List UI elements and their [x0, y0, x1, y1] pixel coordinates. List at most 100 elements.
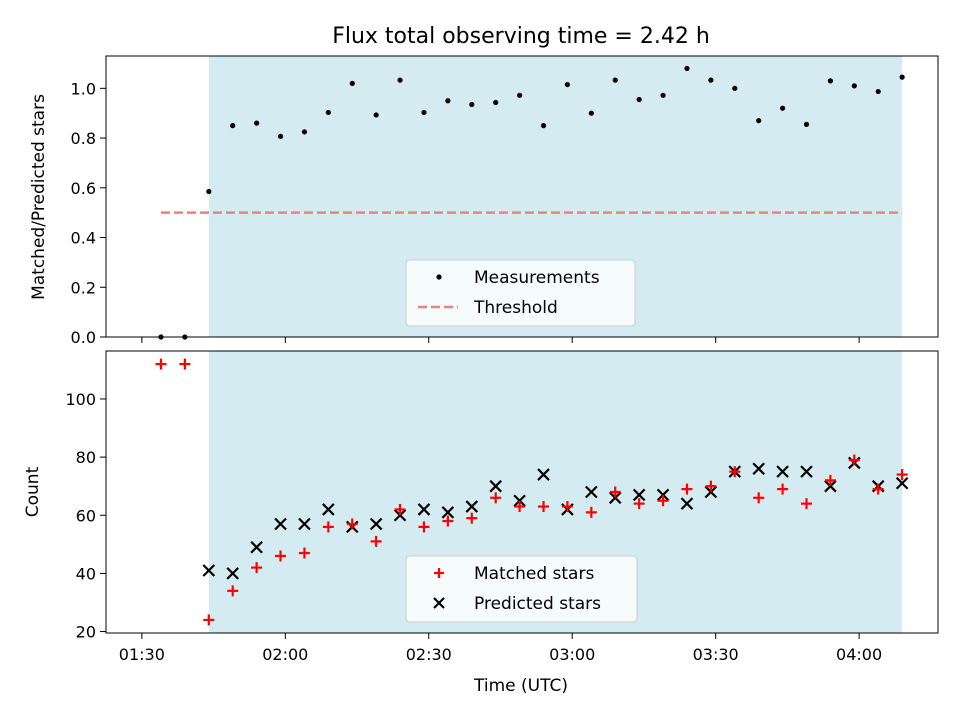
matched-stars-point [275, 550, 287, 562]
matched-stars-point [370, 535, 382, 547]
measurement-point [397, 77, 403, 83]
predicted-stars-point [704, 485, 718, 499]
y-tick-label: 100 [65, 390, 96, 409]
x-tick-label: 04:00 [836, 645, 882, 664]
legend-matched-marker [434, 568, 444, 578]
predicted-stars-point [800, 465, 813, 478]
measurement-point [349, 80, 355, 86]
matched-stars-point [418, 521, 430, 533]
matched-stars-point [538, 501, 550, 513]
predicted-stars-point [608, 491, 622, 505]
measurement-point [779, 105, 786, 111]
ratio-panel: 0.0 0.2 0.4 0.6 0.8 1.0 Matched/Predicted sta… [29, 55, 939, 347]
measurement-point [899, 74, 905, 80]
y-tick-label: 80 [76, 448, 96, 467]
legend-measurements-marker [436, 274, 442, 280]
y-tick-label: 0.4 [71, 229, 96, 248]
measurement-point [301, 129, 308, 135]
predicted-stars-point [537, 468, 550, 481]
matched-stars-point [251, 562, 263, 574]
measurement-point [588, 110, 594, 116]
predicted-stars-point [895, 477, 909, 490]
predicted-stars-point [513, 494, 526, 507]
measurement-point [469, 101, 475, 108]
ratio-panel-frame [105, 55, 939, 338]
x-tick-label: 02:00 [262, 645, 308, 664]
x-axis-label: Time (UTC) [473, 676, 568, 696]
predicted-stars-point [274, 517, 287, 531]
predicted-stars-point [776, 465, 789, 478]
y-tick-label: 0.6 [71, 179, 96, 198]
measurement-point [732, 85, 738, 91]
predicted-stars-point [489, 479, 502, 493]
x-tick-label: 02:30 [406, 645, 452, 664]
x-tick-label: 03:00 [549, 645, 595, 664]
matched-stars-point [848, 454, 860, 466]
predicted-stars-point [202, 564, 216, 577]
matched-stars-point [585, 506, 597, 518]
matched-stars-point [777, 483, 789, 495]
predicted-stars-point [393, 508, 407, 522]
y-tick-label: 0.2 [71, 278, 96, 297]
matched-stars-point [633, 498, 645, 510]
predicted-stars-point [585, 485, 598, 499]
matched-stars-point [490, 492, 502, 504]
matched-stars-point [561, 501, 573, 513]
measurement-point [277, 133, 284, 139]
chart-title: Flux total observing time = 2.42 h [332, 24, 710, 49]
legend-threshold-label: Threshold [473, 298, 558, 318]
count-panel: 20 40 60 80 100 01:30 02:00 02:30 03:00 03:30 04:… [23, 350, 939, 696]
measurement-point [254, 120, 260, 126]
predicted-stars-point [226, 567, 239, 580]
matched-stars-point [298, 547, 310, 559]
measurement-point [540, 123, 547, 129]
measurement-point [206, 188, 212, 195]
matched-stars-point [729, 466, 741, 478]
count-y-axis-label: Count [23, 466, 43, 517]
measurement-point [756, 118, 762, 124]
y-tick-label: 40 [76, 564, 96, 583]
measurement-point [517, 92, 523, 98]
measurement-point [875, 88, 881, 95]
matched-stars-point [705, 480, 717, 492]
measurement-point [851, 83, 857, 89]
matched-stars-point [442, 515, 454, 527]
y-tick-label: 20 [76, 623, 96, 642]
ratio-legend: Measurements Threshold [405, 259, 636, 327]
measurement-point [230, 123, 236, 129]
predicted-stars-point [298, 517, 311, 531]
measurement-point [421, 109, 427, 116]
y-tick-label: 0.0 [71, 328, 96, 347]
y-tick-label: 60 [76, 506, 96, 525]
legend-measurements-label: Measurements [474, 268, 600, 288]
matched-stars-point [322, 521, 334, 533]
measurement-point [325, 109, 331, 116]
legend-predicted-marker [433, 597, 445, 609]
y-tick-label: 1.0 [71, 79, 96, 98]
matched-stars-point [753, 492, 765, 504]
predicted-stars-point [824, 479, 837, 493]
matched-stars-point [824, 474, 836, 486]
matched-stars-point [514, 501, 526, 513]
predicted-stars-point [322, 503, 335, 516]
predicted-stars-point [417, 503, 431, 516]
ratio-y-axis-label: Matched/Predicted stars [29, 94, 49, 300]
measurement-point [708, 77, 714, 83]
matched-stars-point [394, 503, 406, 515]
legend-predicted-label: Predicted stars [474, 594, 601, 614]
measurement-point [445, 98, 451, 104]
predicted-stars-point [632, 488, 646, 502]
measurement-point [612, 77, 618, 83]
matched-stars-point [179, 358, 191, 370]
measurement-point [660, 92, 666, 98]
matched-stars-point [896, 469, 908, 481]
matched-stars-point [681, 483, 693, 495]
y-tick-label: 0.8 [71, 129, 96, 148]
matched-stars-point [203, 614, 215, 626]
matched-stars-point [466, 512, 478, 524]
count-legend: Matched stars Predicted stars [405, 555, 638, 623]
predicted-stars-point [465, 500, 479, 513]
measurement-point [373, 112, 379, 118]
predicted-stars-point [369, 517, 383, 531]
